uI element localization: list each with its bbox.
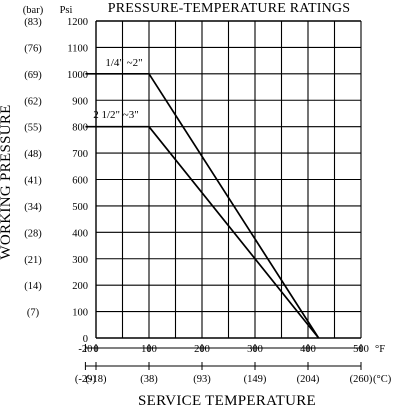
y-tick-label: 400 [72, 228, 88, 239]
y-tick-label-secondary: (7) [27, 308, 40, 319]
y-axis-unit: Psi [60, 5, 73, 16]
x-tick-label: 100 [141, 344, 157, 355]
series-labels-layer: 1/4" ~2" 2 1/2" ~3" [93, 57, 142, 121]
y-tick-label: 0 [83, 334, 88, 345]
y-tick-label: 600 [72, 176, 88, 187]
series-line-two-half-to-three-inch [85, 125, 320, 339]
y-tick-label: 1000 [67, 70, 88, 81]
y-tick-label-secondary: (14) [24, 281, 42, 292]
x-tick-label-secondary: (93) [193, 374, 211, 385]
series-layer [85, 72, 320, 339]
x-axis-unit: °F [375, 344, 385, 355]
x-tick-label: -20 [78, 344, 92, 355]
x-tick-label-secondary: (38) [140, 374, 158, 385]
y-tick-label-secondary: (41) [24, 176, 42, 187]
ticks-layer: -20 (-29) 0 (-18) 100 (38) 200 (93) 300 (149) 400 (… [24, 17, 373, 385]
x-tick-label-secondary: (-29) [75, 374, 96, 385]
x-tick-label: 200 [194, 344, 210, 355]
x-tick-label-secondary: (260) [350, 374, 373, 385]
x-axis-title: SERVICE TEMPERATURE [138, 393, 316, 408]
y-tick-label: 900 [72, 96, 88, 107]
x-tick-label: 400 [300, 344, 316, 355]
x-tick-label: 500 [353, 344, 369, 355]
y-axis-title: WORKING PRESSURE [0, 104, 14, 259]
y-tick-label: 200 [72, 281, 88, 292]
x-tick-label: 0 [93, 344, 98, 355]
x-tick-label-secondary: (149) [244, 374, 267, 385]
y-tick-label-secondary: (55) [24, 123, 42, 134]
chart-title: PRESSURE-TEMPERATURE RATINGS [108, 1, 350, 16]
x-tick-label-secondary: (204) [297, 374, 320, 385]
series-line-quarter-to-two-inch [85, 72, 320, 339]
y-tick-label-secondary: (21) [24, 255, 42, 266]
grid-layer [95, 20, 362, 339]
series-label-quarter-to-two-inch: 1/4" ~2" [105, 57, 142, 69]
y-tick-label: 500 [72, 202, 88, 213]
x-tick-label-secondary: (-18) [86, 374, 107, 385]
y-tick-label: 1200 [67, 17, 88, 28]
y-tick-label-secondary: (48) [24, 149, 42, 160]
x-axis-unit-secondary: (°C) [373, 374, 392, 385]
y-tick-label-secondary: (34) [24, 202, 42, 213]
x-tick-label: 300 [247, 344, 263, 355]
y-tick-label: 700 [72, 149, 88, 160]
y-tick-label-secondary: (62) [24, 96, 42, 107]
y-tick-label-secondary: (28) [24, 228, 42, 239]
y-tick-label-secondary: (69) [24, 70, 42, 81]
y-tick-label-secondary: (76) [24, 43, 42, 54]
y-tick-label: 800 [72, 123, 88, 134]
series-label-two-half-to-three-inch: 2 1/2" ~3" [93, 109, 139, 121]
y-tick-label-secondary: (83) [24, 17, 42, 28]
y-tick-label: 300 [72, 255, 88, 266]
y-tick-label: 1100 [67, 43, 88, 54]
y-tick-label: 100 [72, 308, 88, 319]
y-axis-unit-secondary: (bar) [23, 5, 44, 16]
